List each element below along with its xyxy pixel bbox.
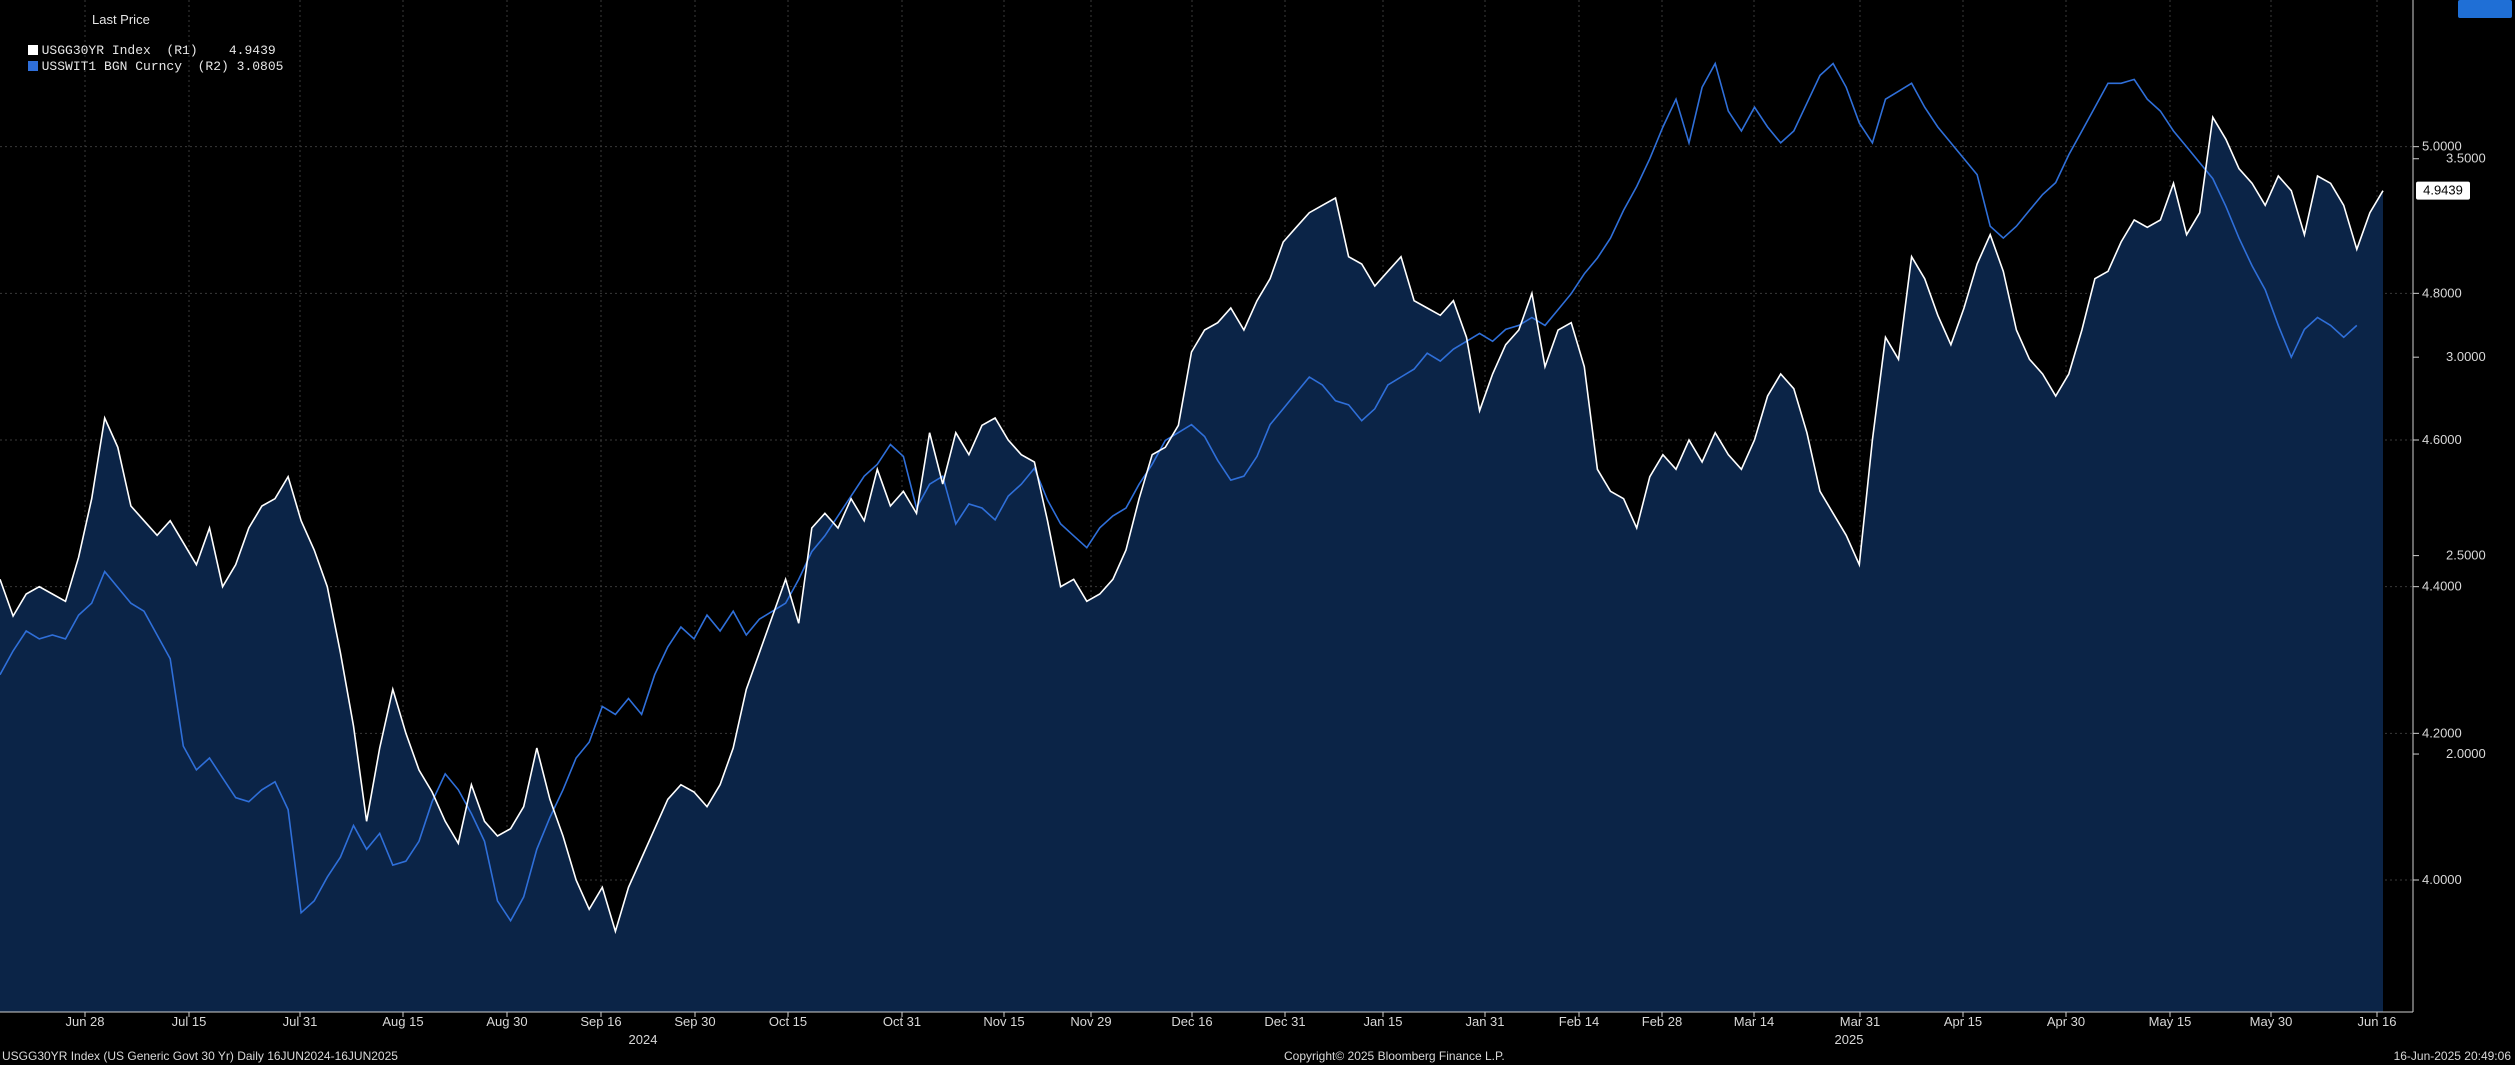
footer-copyright: Copyright© 2025 Bloomberg Finance L.P. — [1284, 1049, 1505, 1063]
series2-line — [0, 61, 2358, 923]
x-tick-label: Jul 31 — [283, 1014, 318, 1029]
x-tick-label: Mar 14 — [1734, 1014, 1774, 1029]
r1-tick-label: 4.6000 — [2422, 432, 2462, 447]
r2-tick-label: 2.0000 — [2446, 746, 2486, 761]
footer-left: USGG30YR Index (US Generic Govt 30 Yr) D… — [2, 1049, 398, 1063]
legend-series1: USGG30YR Index (R1) 4.9439 — [12, 28, 276, 58]
r1-tick-label: 4.2000 — [2422, 725, 2462, 740]
r1-last-value-tag — [2416, 181, 2470, 200]
x-tick-label: Nov 15 — [983, 1014, 1024, 1029]
r1-tick-label: 4.8000 — [2422, 285, 2462, 300]
footer-timestamp: 16-Jun-2025 20:49:06 — [2393, 1049, 2511, 1063]
series1-line — [0, 114, 2384, 935]
legend-series2: USSWIT1 BGN Curncy (R2) 3.0805 — [12, 44, 283, 74]
r1-last-value-label: 4.9439 — [2423, 183, 2463, 198]
x-year-label: 2024 — [629, 1032, 658, 1047]
r2-last-value-tag — [2458, 0, 2512, 18]
x-tick-label: Nov 29 — [1070, 1014, 1111, 1029]
x-tick-label: Oct 31 — [883, 1014, 921, 1029]
x-tick-label: Apr 15 — [1944, 1014, 1982, 1029]
x-tick-label: Aug 30 — [486, 1014, 527, 1029]
x-tick-label: Feb 14 — [1559, 1014, 1599, 1029]
series1-area — [0, 117, 2383, 1013]
r2-tick-label: 3.5000 — [2446, 151, 2486, 166]
x-tick-label: Dec 16 — [1171, 1014, 1212, 1029]
x-tick-label: Apr 30 — [2047, 1014, 2085, 1029]
r1-tick-label: 4.0000 — [2422, 872, 2462, 887]
x-tick-label: Jan 15 — [1363, 1014, 1402, 1029]
r2-tick-label: 3.0000 — [2446, 349, 2486, 364]
legend-series2-value: 3.0805 — [236, 59, 284, 74]
x-tick-label: May 30 — [2250, 1014, 2293, 1029]
r2-last-value-label: 3.0805 — [2465, 0, 2505, 3]
x-tick-label: Jun 16 — [2357, 1014, 2396, 1029]
x-tick-label: Jan 31 — [1465, 1014, 1504, 1029]
series2-swatch — [27, 61, 38, 71]
x-tick-label: Feb 28 — [1642, 1014, 1682, 1029]
legend-series1-value: 4.9439 — [228, 43, 276, 58]
legend-series1-label: USGG30YR Index (R1) — [41, 43, 198, 58]
x-tick-label: Sep 30 — [674, 1014, 715, 1029]
x-tick-label: May 15 — [2149, 1014, 2192, 1029]
x-tick-label: Jul 15 — [172, 1014, 207, 1029]
legend-title: Last Price — [92, 12, 150, 27]
x-tick-label: Sep 16 — [580, 1014, 621, 1029]
legend-series2-label: USSWIT1 BGN Curncy (R2) — [41, 59, 229, 74]
series1-swatch — [27, 45, 38, 55]
x-tick-label: Aug 15 — [382, 1014, 423, 1029]
x-tick-label: Oct 15 — [769, 1014, 807, 1029]
x-tick-label: Mar 31 — [1840, 1014, 1880, 1029]
x-tick-label: Dec 31 — [1264, 1014, 1305, 1029]
x-year-label: 2025 — [1835, 1032, 1864, 1047]
x-tick-label: Jun 28 — [65, 1014, 104, 1029]
r2-tick-label: 2.5000 — [2446, 548, 2486, 563]
r1-tick-label: 5.0000 — [2422, 139, 2462, 154]
r1-tick-label: 4.4000 — [2422, 579, 2462, 594]
